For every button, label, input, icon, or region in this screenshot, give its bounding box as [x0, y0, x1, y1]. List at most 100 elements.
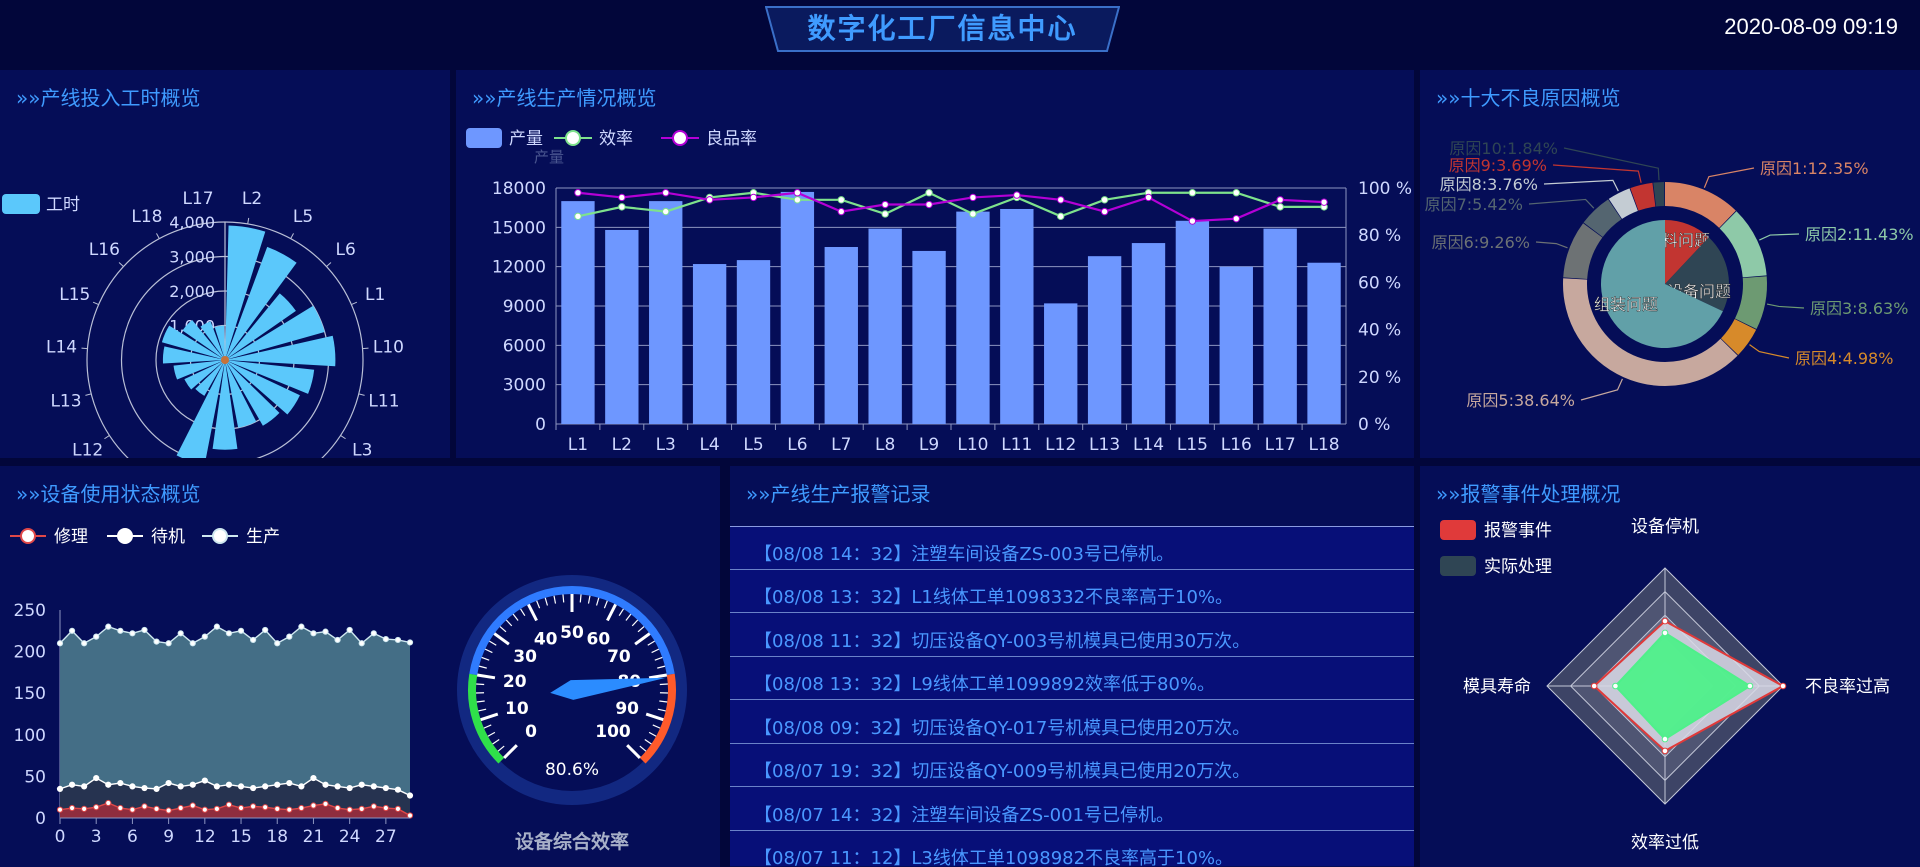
bar [1087, 256, 1122, 424]
alarm-item[interactable]: 【08/08 13：32】L9线体工单1099892效率低于80%。 [730, 656, 1414, 700]
gauge-tick [499, 626, 507, 633]
y-left-tick-label: 6000 [503, 336, 546, 356]
area-fill [60, 626, 410, 818]
pie-label-outer: 原因1:12.35% [1760, 159, 1869, 178]
alarm-item[interactable]: 【08/08 11：32】切压设备QY-003号机模具已使用30万次。 [730, 613, 1414, 657]
area-point [346, 806, 353, 813]
area-point [237, 627, 245, 634]
series-point [793, 189, 802, 197]
panel-equipment: »»设备使用状态概览 修理 待机 生产 0 50 100 150 200 250 0 3 6 9 12 15… [0, 466, 720, 867]
polar-tick [156, 233, 160, 239]
gauge-tick [544, 597, 549, 606]
alarm-item[interactable]: 【08/07 11：12】L3线体工单1098982不良率高于10%。 [730, 830, 1414, 866]
series-point [1276, 196, 1284, 204]
area-point [274, 640, 281, 647]
gauge-tick [476, 700, 485, 703]
polar-bar [225, 335, 336, 367]
y-tick-label: 200 [14, 643, 46, 663]
alarm-item[interactable]: 【08/07 14：32】注塑车间设备ZS-001号已停机。 [730, 787, 1414, 831]
x-tick-label: L10 [957, 435, 988, 455]
panel-title-events: »»报警事件处理概况 [1436, 482, 1621, 506]
polar-bar [195, 360, 225, 396]
area-point [370, 630, 377, 637]
pie-label-line [1535, 241, 1568, 249]
alarm-item[interactable]: 【08/08 13：32】L1线体工单1098332不良率高于10%。 [730, 569, 1414, 613]
bar [561, 201, 595, 424]
polar-tick [340, 435, 346, 440]
gauge-tick-label: 70 [607, 647, 631, 667]
gauge-tick [652, 724, 661, 729]
legend-label-handled: 实际处理 [1484, 557, 1552, 577]
area-point [153, 638, 160, 645]
category-label: L16 [89, 240, 120, 260]
gauge-tick-label: 90 [615, 699, 639, 719]
polar-tick [290, 233, 294, 239]
y-left-tick-label: 3000 [503, 376, 546, 396]
alarm-item[interactable]: 【08/08 09：32】切压设备QY-017号机模具已使用20万次。 [730, 700, 1414, 744]
x-tick-label: L18 [1309, 435, 1340, 455]
area-point [213, 805, 220, 812]
polar-tick [118, 262, 124, 267]
area-point [310, 774, 317, 782]
bar [1000, 208, 1034, 424]
area-point [394, 636, 402, 644]
y-right-tick-label: 80 % [1358, 226, 1401, 246]
polar-tick [247, 217, 250, 224]
series-point [1232, 189, 1240, 197]
radar-point [1746, 682, 1754, 690]
polar-tick [326, 262, 332, 267]
area-point [334, 636, 341, 644]
legend-label-equipment: 待机 [151, 527, 185, 547]
panel-title-alarms: »»产线生产报警记录 [746, 482, 931, 506]
pie-slice-outer [1583, 199, 1622, 238]
alarm-item[interactable]: 【08/08 14：32】注塑车间设备ZS-003号已停机。 [730, 526, 1414, 570]
x-tick-label: L5 [743, 435, 763, 455]
polar-bar [225, 360, 257, 428]
x-tick-label: 12 [194, 827, 216, 847]
y-right-tick-label: 0 % [1358, 415, 1390, 435]
gauge-needle [550, 677, 667, 700]
series-point [1188, 189, 1197, 197]
polar-bar [225, 360, 300, 415]
area-point [382, 784, 389, 792]
gauge-arc-mid [469, 586, 675, 675]
alarm-list[interactable]: 【08/08 14：32】注塑车间设备ZS-003号已停机。 【08/08 13… [730, 526, 1414, 866]
series-point [618, 203, 626, 211]
gauge-title: 设备综合效率 [515, 830, 629, 853]
page-title: 数字化工厂信息中心 [807, 12, 1078, 45]
legend-label-efficiency: 效率 [599, 129, 633, 149]
y-right-tick-label: 60 % [1358, 273, 1401, 293]
x-tick-label: 24 [339, 827, 361, 847]
gauge-glow [457, 575, 687, 805]
area-point [141, 784, 148, 792]
area-point [225, 630, 233, 637]
legend-swatch-handled [1440, 556, 1476, 576]
y-tick-label: 250 [14, 601, 46, 621]
panel-title-production: »»产线生产情况概览 [472, 86, 657, 110]
series-point [837, 207, 845, 216]
radial-tick-label: 2,000 [169, 282, 215, 301]
area-point [93, 633, 100, 640]
area-point [382, 636, 389, 643]
bar [824, 247, 858, 424]
gauge-tick-label: 10 [505, 699, 529, 719]
area-point [406, 812, 414, 819]
area-point [322, 781, 329, 788]
gauge-tick [503, 744, 518, 759]
panel-alarms: »»产线生产报警记录 【08/08 14：32】注塑车间设备ZS-003号已停机… [730, 466, 1414, 867]
gauge-tick-label: 0 [525, 722, 537, 742]
series-point [1232, 214, 1240, 223]
area-point [117, 779, 124, 787]
polar-bar [212, 360, 238, 450]
area-point [286, 806, 293, 813]
area-point [56, 785, 64, 792]
category-label: L12 [72, 441, 103, 458]
area-point [394, 805, 402, 812]
y-axis-title: 产量 [534, 148, 564, 166]
gauge-tick [493, 632, 510, 646]
area-point [117, 804, 124, 812]
gauge-tick [483, 724, 492, 729]
x-tick-label: L9 [919, 435, 939, 455]
alarm-item[interactable]: 【08/07 19：32】切压设备QY-009号机模具已使用20万次。 [730, 743, 1414, 787]
area-point [201, 633, 208, 640]
